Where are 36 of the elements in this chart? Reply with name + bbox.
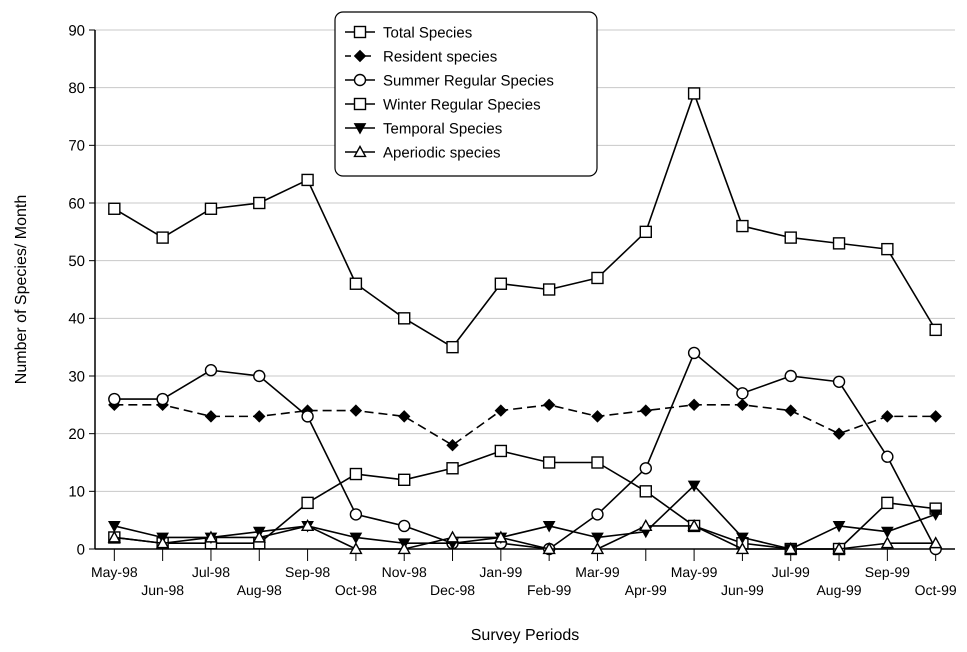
x-tick-label: Dec-98 [430,582,476,598]
x-tick-label: May-98 [90,564,138,580]
y-tick-label: 70 [68,138,85,155]
y-tick-label: 90 [68,22,85,40]
legend-label: Resident species [383,48,498,66]
y-tick-label: 20 [68,426,85,443]
legend-label: Aperiodic species [383,144,501,162]
x-tick-label: Jan-99 [479,564,522,580]
x-tick-label: Mar-99 [575,564,620,580]
x-tick-label: Sep-99 [864,564,910,580]
y-tick-label: 40 [68,310,85,328]
y-tick-label: 80 [68,80,85,97]
x-tick-label: Sep-98 [285,564,330,580]
x-tick-label: Jun-99 [721,582,764,598]
legend-label: Summer Regular Species [383,72,554,90]
legend-label: Total Species [383,24,472,42]
y-tick-label: 0 [76,541,85,558]
y-axis-title: Number of Species/ Month [13,194,30,384]
x-tick-label: May-99 [670,564,718,580]
y-tick-label: 50 [68,252,85,270]
x-tick-label: Aug-98 [236,582,282,598]
legend-label: Temporal Species [383,120,502,138]
x-tick-label: Aug-99 [816,582,862,598]
x-tick-label: Apr-99 [624,582,668,598]
x-tick-label: Nov-98 [382,564,427,580]
legend-label: Winter Regular Species [383,96,541,114]
x-tick-label: Jun-98 [141,582,184,598]
x-tick-label: Jul-98 [192,564,230,580]
y-tick-label: 10 [68,484,85,501]
x-axis-title: Survey Periods [470,627,580,644]
x-tick-label: Oct-99 [914,582,957,598]
y-tick-label: 30 [68,368,85,386]
x-tick-label: Jul-99 [772,564,810,580]
x-tick-label: Feb-99 [526,582,572,598]
y-tick-label: 60 [68,195,85,212]
x-tick-label: Oct-98 [334,582,378,598]
